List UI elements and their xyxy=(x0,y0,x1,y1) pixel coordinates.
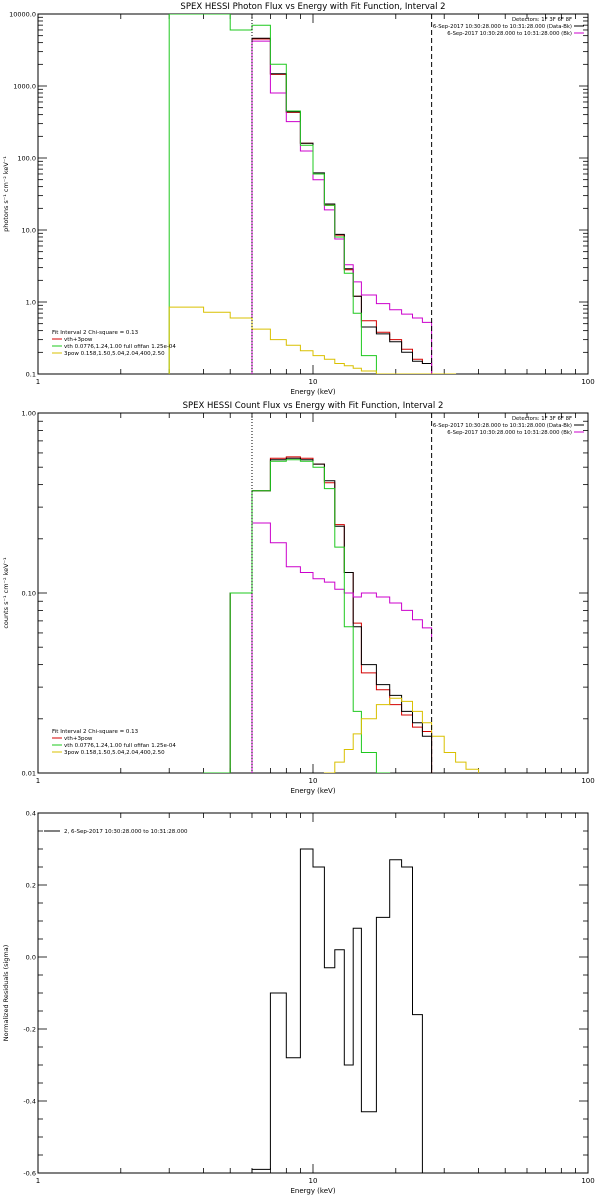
y-tick-label: 0.0 xyxy=(26,954,36,962)
y-tick-label: 10.0 xyxy=(22,227,36,235)
y-axis-label: counts s⁻¹ cm⁻² keV⁻¹ xyxy=(2,557,10,629)
y-tick-label: 100.0 xyxy=(17,155,36,163)
legend-label: 3pow 0.158,1.50,5.04,2.04,400,2.50 xyxy=(64,750,165,756)
info-text: Detectors: 1F 3F 6F 8F xyxy=(512,416,572,422)
chart-title: SPEX HESSI Count Flux vs Energy with Fit… xyxy=(183,401,444,411)
y-axis-label: photons s⁻¹ cm⁻² keV⁻¹ xyxy=(2,156,10,232)
series-line-4 xyxy=(168,14,391,374)
y-tick-label: -0.6 xyxy=(23,1170,36,1178)
y-axis-label: Normalized Residuals (sigma) xyxy=(2,945,10,1042)
legend-label: 2, 6-Sep-2017 10:30:28.000 to 10:31:28.0… xyxy=(64,829,188,835)
info-text: Detectors: 1F 3F 6F 8F xyxy=(512,17,572,23)
y-tick-label: 1.0 xyxy=(26,299,36,307)
y-tick-label: -0.2 xyxy=(23,1026,36,1034)
legend-label: vth+3pow xyxy=(64,337,93,343)
data-layer xyxy=(168,14,457,374)
x-tick-label: 100 xyxy=(581,378,594,386)
chart-panel-1: SPEX HESSI Photon Flux vs Energy with Fi… xyxy=(2,2,595,396)
chart-panel-3: 1 10 100 Energy (keV) -0.6 -0.4 -0.2 0.0 0.2 0.4 N… xyxy=(2,810,595,1196)
chart-panel-2: SPEX HESSI Count Flux vs Energy with Fit… xyxy=(2,401,595,795)
y-tick-label: 0.01 xyxy=(22,770,36,778)
x-tick-label: 100 xyxy=(581,777,594,785)
x-tick-label: 1 xyxy=(36,1177,40,1185)
chart-title: SPEX HESSI Photon Flux vs Energy with Fi… xyxy=(180,2,445,12)
legend-label: vth 0.0776,1.24,1.00 full ofifan 1.25e-0… xyxy=(64,344,176,350)
plot-frame xyxy=(37,13,589,375)
info-text: 6-Sep-2017 10:30:28.000 to 10:31:28.000 … xyxy=(447,31,572,37)
legend-label: vth+3pow xyxy=(64,736,93,742)
series-line-5 xyxy=(168,306,457,374)
series-line-3 xyxy=(251,40,433,374)
data-layer xyxy=(203,456,480,773)
x-tick-label: 10 xyxy=(309,378,318,386)
y-tick-label: 1.00 xyxy=(22,410,36,418)
y-tick-label: 0.10 xyxy=(22,590,36,598)
x-tick-label: 10 xyxy=(309,1177,318,1185)
legend-label: vth 0.0776,1.24,1.00 full ofifan 1.25e-0… xyxy=(64,743,176,749)
series-line-2 xyxy=(251,37,433,374)
series-line-3 xyxy=(251,522,433,773)
y-tick-label: 0.4 xyxy=(26,810,36,818)
y-tick-label: 1000.0 xyxy=(13,83,36,91)
x-axis-label: Energy (keV) xyxy=(290,1187,335,1195)
series-line-1 xyxy=(251,848,423,1173)
y-tick-label: -0.4 xyxy=(23,1098,36,1106)
series-line-2 xyxy=(229,457,433,773)
data-layer xyxy=(251,848,423,1173)
x-tick-label: 1 xyxy=(36,378,40,386)
x-tick-label: 10 xyxy=(309,777,318,785)
x-axis-label: Energy (keV) xyxy=(290,388,335,396)
series-line-5 xyxy=(323,697,480,773)
x-tick-label: 1 xyxy=(36,777,40,785)
series-line-1 xyxy=(251,38,433,374)
x-axis-label: Energy (keV) xyxy=(290,787,335,795)
x-tick-label: 100 xyxy=(581,1177,594,1185)
legend-label: 3pow 0.158,1.50,5.04,2.04,400,2.50 xyxy=(64,351,165,357)
info-text: 6-Sep-2017 10:30:28.000 to 10:31:28.000 … xyxy=(433,24,572,30)
y-tick-label: 10000.0 xyxy=(9,11,36,19)
y-tick-label: 0.1 xyxy=(26,371,36,379)
series-line-1 xyxy=(229,456,433,773)
y-tick-label: 0.2 xyxy=(26,882,36,890)
legend-header: Fit Interval 2 Chi-square = 0.13 xyxy=(52,729,139,735)
info-text: 6-Sep-2017 10:30:28.000 to 10:31:28.000 … xyxy=(447,430,572,436)
info-text: 6-Sep-2017 10:30:28.000 to 10:31:28.000 … xyxy=(433,423,572,429)
legend-header: Fit Interval 2 Chi-square = 0.13 xyxy=(52,330,139,336)
